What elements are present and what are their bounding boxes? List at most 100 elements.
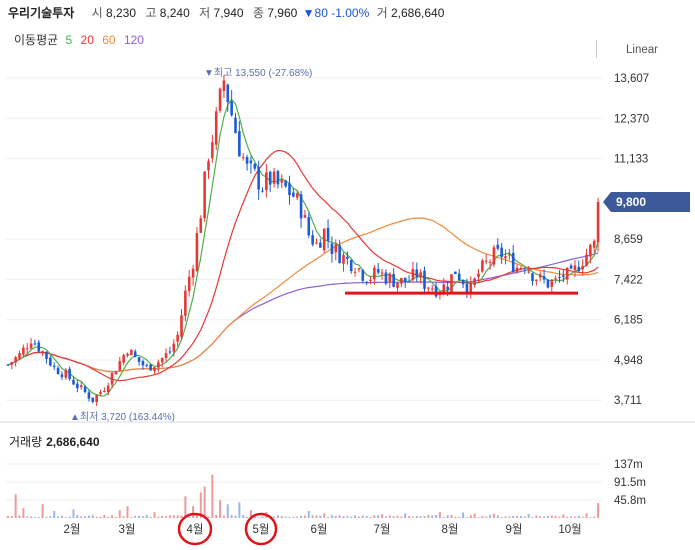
volume-panel-label: 거래량 xyxy=(9,435,43,449)
volume-bar xyxy=(319,515,322,518)
volume-bar xyxy=(22,508,25,518)
candle-body xyxy=(207,161,210,171)
volume-bar xyxy=(288,516,291,518)
candle-body xyxy=(527,271,530,273)
volume-bar xyxy=(207,516,210,518)
volume-bar xyxy=(284,516,287,518)
candle-body xyxy=(103,391,106,393)
volume-bar xyxy=(523,516,526,518)
volume-bar xyxy=(573,516,576,518)
volume-bar xyxy=(141,516,144,518)
candle-body xyxy=(288,183,291,196)
volume-bar xyxy=(539,516,542,518)
month-5-highlight-circle xyxy=(244,512,278,546)
volume-bar xyxy=(103,514,106,518)
volume-bar xyxy=(593,516,596,518)
candle-body xyxy=(295,193,299,198)
volume-bar xyxy=(519,516,522,518)
volume-bar xyxy=(431,515,434,518)
candle-body xyxy=(195,233,199,271)
volume-bar xyxy=(273,516,276,518)
candle-body xyxy=(191,268,195,278)
volume-bar xyxy=(165,516,168,518)
volume-value: 2,686,640 xyxy=(390,6,445,20)
candle-body xyxy=(268,171,272,185)
volume-bar xyxy=(211,474,214,518)
volume-bar xyxy=(222,515,225,518)
volume-bar xyxy=(357,516,360,518)
candle-body xyxy=(29,343,33,349)
candle-body xyxy=(253,163,257,169)
candle-body xyxy=(41,351,44,353)
moving-average-legend[interactable]: 이동평균 5 20 60 120 xyxy=(14,31,149,48)
ma-120-line xyxy=(7,252,599,373)
candle-body xyxy=(446,286,449,290)
volume-bar xyxy=(14,494,17,518)
moving-average-lines xyxy=(7,98,599,397)
ma-20-line xyxy=(7,149,599,382)
candle-body xyxy=(504,256,507,259)
ma-5-label[interactable]: 5 xyxy=(65,33,73,47)
candle-body xyxy=(508,254,511,256)
volume-bar xyxy=(454,516,457,518)
candle-body xyxy=(319,242,322,248)
volume-bar xyxy=(33,516,36,518)
volume-bar xyxy=(581,516,584,518)
ma-20-label[interactable]: 20 xyxy=(80,33,94,47)
volume-bar xyxy=(492,513,495,518)
month-label: 8월 xyxy=(442,523,459,536)
candle-body xyxy=(326,227,330,241)
candle-body xyxy=(49,357,52,366)
low-annotation: ▲최저 3,720 (163.44%) xyxy=(70,411,175,423)
volume-tick-label: 91.5m xyxy=(614,477,646,489)
candle-body xyxy=(52,365,56,367)
volume-bar xyxy=(180,515,183,518)
volume-bar xyxy=(122,516,125,518)
candle-body xyxy=(484,260,488,262)
candle-body xyxy=(6,364,10,366)
volume-bar xyxy=(45,516,48,518)
volume-bar xyxy=(442,517,445,518)
high-value: 8,240 xyxy=(159,6,190,20)
volume-bar xyxy=(465,517,468,518)
volume-bar xyxy=(130,516,133,518)
candle-body xyxy=(160,357,164,363)
ma-60-label[interactable]: 60 xyxy=(102,33,116,47)
candle-body xyxy=(369,280,372,282)
volume-bar xyxy=(195,515,198,518)
volume-bar xyxy=(435,515,438,518)
volume-bar xyxy=(172,515,175,518)
price-tick-label: 12,370 xyxy=(614,113,649,125)
volume-bar xyxy=(423,516,426,518)
volume-bar xyxy=(60,515,63,518)
candle-body xyxy=(272,171,276,184)
volume-bar xyxy=(334,516,337,518)
candle-body xyxy=(168,351,172,353)
volume-bar xyxy=(419,516,422,518)
volume-bar xyxy=(388,515,391,518)
candle-body xyxy=(72,379,75,385)
stock-name[interactable]: 우리기술투자 xyxy=(8,6,75,20)
volume-bar xyxy=(570,516,573,518)
volume-bars xyxy=(6,474,600,518)
month-axis: 2월 3월 4월 5월 6월 7월 8월 9월 10월 xyxy=(64,523,582,536)
volume-bar xyxy=(253,515,256,518)
candle-body xyxy=(477,273,480,277)
candle-body xyxy=(430,288,434,290)
volume-bar xyxy=(118,510,121,518)
volume-bar xyxy=(192,506,195,518)
volume-bar xyxy=(57,516,60,518)
candle-body xyxy=(33,343,37,345)
candle-body xyxy=(10,362,14,365)
candle-body xyxy=(573,265,577,270)
candle-body xyxy=(83,386,87,392)
candle-body xyxy=(519,267,523,270)
volume-bar xyxy=(469,515,472,518)
low-value: 7,940 xyxy=(213,6,244,20)
ma-120-label[interactable]: 120 xyxy=(123,33,144,47)
candle-body xyxy=(114,371,118,375)
volume-bar xyxy=(111,515,114,518)
scale-toggle[interactable]: Linear xyxy=(626,44,658,56)
volume-bar xyxy=(543,516,546,518)
